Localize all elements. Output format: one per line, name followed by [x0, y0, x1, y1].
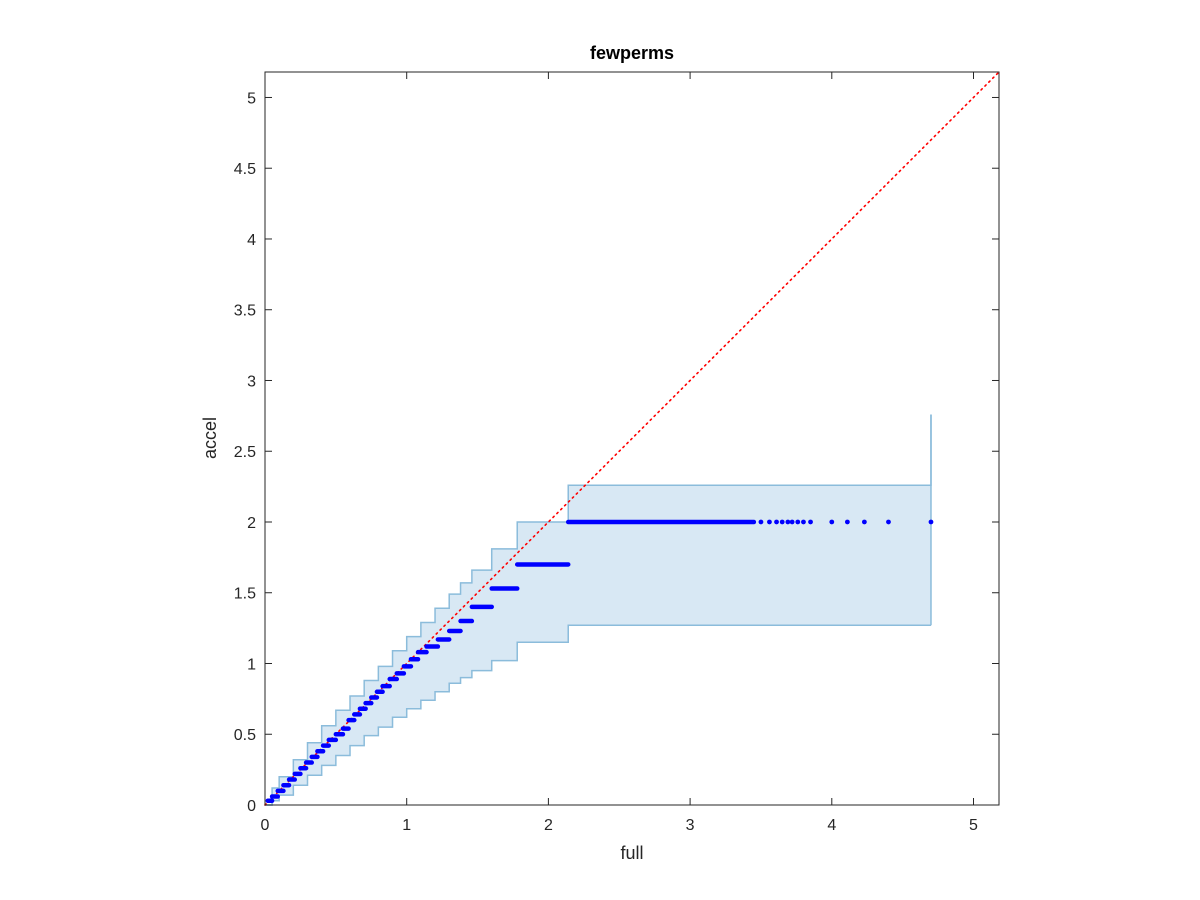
x-tick-label: 4 [827, 817, 836, 834]
y-axis-label: accel [200, 417, 220, 459]
plot-frame [264, 71, 1000, 806]
data-point [789, 519, 795, 525]
band-lower-edge [265, 624, 931, 806]
data-point [774, 519, 779, 525]
x-tick-label: 2 [544, 817, 553, 834]
x-tick-label: 0 [261, 817, 270, 834]
y-tick-label: 1 [247, 656, 256, 673]
identity-line [264, 71, 1000, 806]
band-upper-edge [265, 414, 932, 806]
band-fill [265, 414, 931, 805]
data-point [886, 519, 891, 525]
x-axis-label: full [620, 843, 643, 863]
data-point [758, 519, 764, 525]
data-point [785, 519, 791, 525]
data-series [265, 519, 934, 804]
data-point [779, 519, 785, 525]
x-tick-label: 1 [402, 817, 411, 834]
data-point [861, 519, 867, 525]
y-tick-label: 4.5 [234, 161, 256, 178]
y-tick-label: 4 [247, 232, 256, 249]
x-axis-ticks: 0 1 2 3 4 5 [261, 72, 978, 834]
data-point [795, 519, 801, 525]
identity-reference-line [264, 71, 1000, 806]
y-tick-label: 0 [247, 798, 256, 815]
y-tick-label: 2.5 [234, 444, 256, 461]
axes-box [264, 71, 1000, 806]
y-tick-label: 3.5 [234, 303, 256, 320]
x-tick-label: 3 [686, 817, 695, 834]
chart-title: fewperms [590, 43, 674, 63]
data-point [829, 519, 835, 525]
data-point [928, 519, 934, 525]
y-tick-label: 2 [247, 515, 256, 532]
y-tick-label: 5 [247, 90, 256, 107]
data-point [801, 519, 806, 525]
x-tick-label: 5 [969, 817, 978, 834]
y-tick-label: 3 [247, 373, 256, 390]
data-point [844, 519, 850, 525]
confidence-band [265, 414, 932, 806]
y-tick-label: 0.5 [234, 727, 256, 744]
y-tick-label: 1.5 [234, 586, 256, 603]
y-axis-ticks: 0 0.5 1 1.5 2 2.5 3 3.5 4 4.5 5 [234, 90, 999, 815]
data-point [808, 519, 813, 525]
data-point [767, 519, 772, 525]
